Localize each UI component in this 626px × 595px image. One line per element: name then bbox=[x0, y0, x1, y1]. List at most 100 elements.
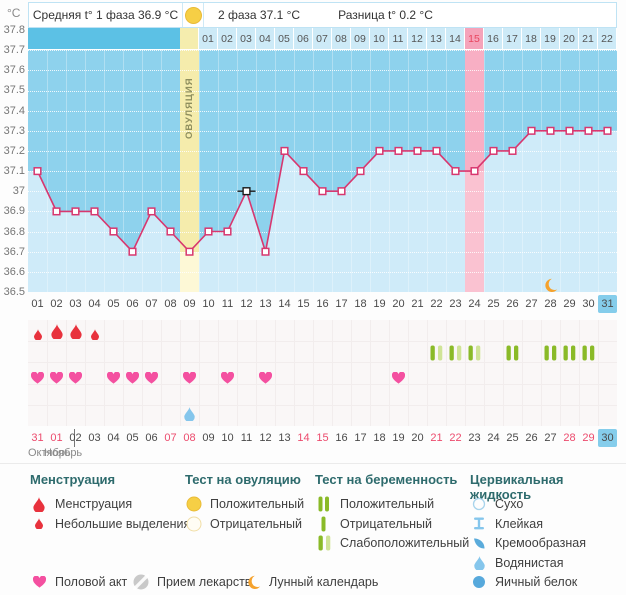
cycle-day-30[interactable]: 30 bbox=[582, 298, 595, 310]
cycle-day-17[interactable]: 17 bbox=[335, 298, 348, 310]
temp-point[interactable] bbox=[375, 146, 384, 155]
temp-point[interactable] bbox=[185, 247, 194, 256]
cycle-day-23[interactable]: 23 bbox=[449, 298, 462, 310]
column-separator bbox=[66, 28, 67, 292]
cycle-day-03[interactable]: 03 bbox=[69, 298, 82, 310]
date-31[interactable]: 31 bbox=[31, 432, 44, 444]
temp-point[interactable] bbox=[470, 167, 479, 176]
temp-point[interactable] bbox=[147, 207, 156, 216]
date-13[interactable]: 13 bbox=[278, 432, 291, 444]
date-19[interactable]: 19 bbox=[392, 432, 405, 444]
date-24[interactable]: 24 bbox=[487, 432, 500, 444]
date-01[interactable]: 01 bbox=[50, 432, 63, 444]
cycle-day-20[interactable]: 20 bbox=[392, 298, 405, 310]
cycle-day-12[interactable]: 12 bbox=[240, 298, 253, 310]
temp-point[interactable] bbox=[584, 126, 593, 135]
cycle-day-04[interactable]: 04 bbox=[88, 298, 101, 310]
date-28[interactable]: 28 bbox=[563, 432, 576, 444]
date-04[interactable]: 04 bbox=[107, 432, 120, 444]
cycle-day-29[interactable]: 29 bbox=[563, 298, 576, 310]
cycle-day-27[interactable]: 27 bbox=[525, 298, 538, 310]
cycle-day-05[interactable]: 05 bbox=[107, 298, 120, 310]
date-16[interactable]: 16 bbox=[335, 432, 348, 444]
cycle-day-10[interactable]: 10 bbox=[202, 298, 215, 310]
temp-point[interactable] bbox=[394, 146, 403, 155]
date-20[interactable]: 20 bbox=[411, 432, 424, 444]
date-02[interactable]: 02 bbox=[69, 432, 82, 444]
date-11[interactable]: 11 bbox=[240, 432, 253, 444]
temp-point[interactable] bbox=[109, 227, 118, 236]
date-22[interactable]: 22 bbox=[449, 432, 462, 444]
cycle-day-06[interactable]: 06 bbox=[126, 298, 139, 310]
cycle-day-18[interactable]: 18 bbox=[354, 298, 367, 310]
temp-point[interactable] bbox=[280, 146, 289, 155]
temp-point[interactable] bbox=[90, 207, 99, 216]
date-08[interactable]: 08 bbox=[183, 432, 196, 444]
temp-point[interactable] bbox=[546, 126, 555, 135]
cycle-day-28[interactable]: 28 bbox=[544, 298, 557, 310]
temp-point[interactable] bbox=[356, 167, 365, 176]
date-12[interactable]: 12 bbox=[259, 432, 272, 444]
temp-point[interactable] bbox=[489, 146, 498, 155]
cycle-day-21[interactable]: 21 bbox=[411, 298, 424, 310]
cycle-day-25[interactable]: 25 bbox=[487, 298, 500, 310]
cycle-day-08[interactable]: 08 bbox=[164, 298, 177, 310]
date-09[interactable]: 09 bbox=[202, 432, 215, 444]
date-06[interactable]: 06 bbox=[145, 432, 158, 444]
temp-point[interactable] bbox=[223, 227, 232, 236]
column-separator bbox=[332, 28, 333, 292]
pregnancy-test-weak-icon bbox=[430, 345, 443, 366]
date-17[interactable]: 17 bbox=[354, 432, 367, 444]
date-03[interactable]: 03 bbox=[88, 432, 101, 444]
temp-point[interactable] bbox=[565, 126, 574, 135]
temp-point[interactable] bbox=[71, 207, 80, 216]
temp-point[interactable] bbox=[337, 187, 346, 196]
cycle-day-31[interactable]: 31 bbox=[598, 295, 617, 313]
cycle-day-01[interactable]: 01 bbox=[31, 298, 44, 310]
temp-point[interactable] bbox=[128, 247, 137, 256]
cycle-day-15[interactable]: 15 bbox=[297, 298, 310, 310]
date-10[interactable]: 10 bbox=[221, 432, 234, 444]
date-25[interactable]: 25 bbox=[506, 432, 519, 444]
temp-point[interactable] bbox=[603, 126, 612, 135]
temp-point[interactable] bbox=[166, 227, 175, 236]
cycle-day-02[interactable]: 02 bbox=[50, 298, 63, 310]
date-15[interactable]: 15 bbox=[316, 432, 329, 444]
temp-point[interactable] bbox=[204, 227, 213, 236]
date-29[interactable]: 29 bbox=[582, 432, 595, 444]
temp-point[interactable] bbox=[52, 207, 61, 216]
excluded-temp-point[interactable] bbox=[242, 187, 251, 196]
cycle-day-16[interactable]: 16 bbox=[316, 298, 329, 310]
temp-point[interactable] bbox=[451, 167, 460, 176]
dpo-cell-12: 12 bbox=[408, 28, 427, 50]
cycle-day-19[interactable]: 19 bbox=[373, 298, 386, 310]
gridline bbox=[28, 171, 617, 173]
date-07[interactable]: 07 bbox=[164, 432, 177, 444]
temp-point[interactable] bbox=[432, 146, 441, 155]
cycle-day-11[interactable]: 11 bbox=[221, 298, 234, 310]
cycle-day-24[interactable]: 24 bbox=[468, 298, 481, 310]
date-18[interactable]: 18 bbox=[373, 432, 386, 444]
temp-point[interactable] bbox=[33, 167, 42, 176]
cycle-day-07[interactable]: 07 bbox=[145, 298, 158, 310]
date-14[interactable]: 14 bbox=[297, 432, 310, 444]
cycle-day-14[interactable]: 14 bbox=[278, 298, 291, 310]
temp-point[interactable] bbox=[508, 146, 517, 155]
cycle-day-26[interactable]: 26 bbox=[506, 298, 519, 310]
date-30[interactable]: 30 bbox=[598, 429, 617, 447]
temp-point[interactable] bbox=[318, 187, 327, 196]
legend-item: Сухо bbox=[470, 495, 523, 513]
watery-icon bbox=[470, 555, 488, 570]
date-21[interactable]: 21 bbox=[430, 432, 443, 444]
date-26[interactable]: 26 bbox=[525, 432, 538, 444]
temp-point[interactable] bbox=[527, 126, 536, 135]
temp-point[interactable] bbox=[299, 167, 308, 176]
date-23[interactable]: 23 bbox=[468, 432, 481, 444]
cycle-day-09[interactable]: 09 bbox=[183, 298, 196, 310]
date-27[interactable]: 27 bbox=[544, 432, 557, 444]
temp-point[interactable] bbox=[261, 247, 270, 256]
cycle-day-13[interactable]: 13 bbox=[259, 298, 272, 310]
temp-point[interactable] bbox=[413, 146, 422, 155]
date-05[interactable]: 05 bbox=[126, 432, 139, 444]
cycle-day-22[interactable]: 22 bbox=[430, 298, 443, 310]
